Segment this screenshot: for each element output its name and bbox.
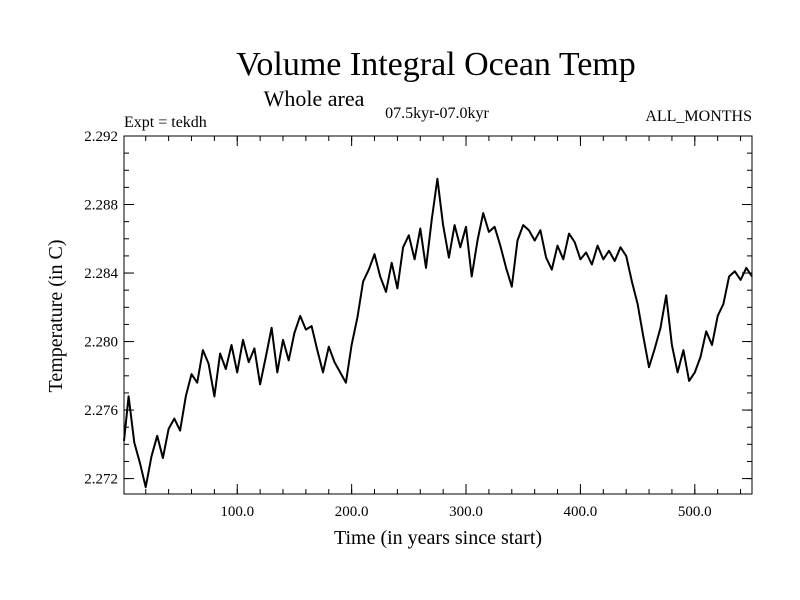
period-label: 07.5kyr-07.0kyr xyxy=(385,105,489,122)
plot-frame xyxy=(123,135,753,495)
x-tick-label: 500.0 xyxy=(678,504,712,520)
axis-ticks xyxy=(124,135,752,494)
months-label: ALL_MONTHS xyxy=(645,108,752,125)
chart-subtitle: Whole area xyxy=(264,86,365,111)
x-tick-label: 200.0 xyxy=(335,504,369,520)
y-tick-label: 2.280 xyxy=(84,335,118,351)
y-tick-label: 2.276 xyxy=(84,403,118,419)
y-tick-label: 2.288 xyxy=(84,198,118,214)
expt-label: Expt = tekdh xyxy=(124,114,207,131)
y-tick-label: 2.284 xyxy=(84,266,118,282)
x-axis-label: Time (in years since start) xyxy=(334,527,542,549)
x-tick-label: 400.0 xyxy=(564,504,598,520)
series-line xyxy=(123,177,753,489)
y-tick-label: 2.292 xyxy=(84,129,118,145)
axis-tick-labels: 100.0 200.0 300.0 400.0 500.0 2.272 2.276 2.280… xyxy=(84,129,711,520)
y-axis-label: Temperature (in C) xyxy=(45,240,67,393)
chart-title: Volume Integral Ocean Temp xyxy=(236,46,636,83)
x-tick-label: 300.0 xyxy=(449,504,483,520)
y-tick-label: 2.272 xyxy=(84,472,118,488)
x-tick-label: 100.0 xyxy=(220,504,254,520)
